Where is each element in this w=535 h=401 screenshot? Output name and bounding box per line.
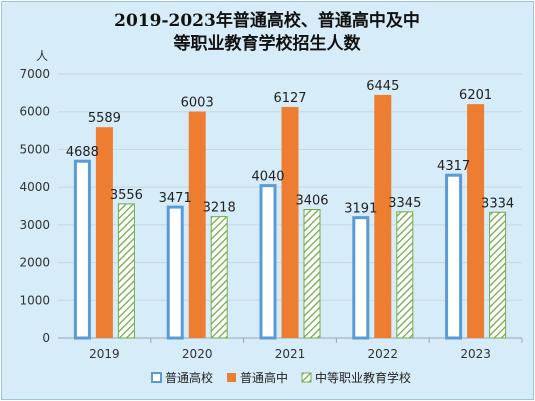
data-label: 3471 (159, 191, 192, 206)
data-label: 3218 (203, 201, 236, 216)
legend-label: 普通高中 (240, 370, 288, 385)
y-tick-label: 7000 (19, 67, 50, 81)
bar-普通高校-2020 (166, 205, 184, 340)
bar-普通高中-2023 (467, 104, 485, 338)
data-label: 3406 (295, 194, 328, 209)
bar-普通高校-2023 (445, 173, 463, 340)
bar-普通高校-2021 (259, 184, 277, 340)
bar-中等职业教育学校-2023 (489, 211, 507, 339)
data-label: 3334 (481, 196, 514, 211)
data-label: 4040 (251, 170, 284, 185)
x-tick-label: 2023 (460, 347, 491, 361)
data-label: 6201 (459, 88, 492, 103)
data-label: 4688 (66, 145, 99, 160)
bar-普通高校-2019 (73, 159, 91, 340)
y-tick-label: 4000 (19, 180, 50, 194)
x-tick-label: 2021 (275, 347, 306, 361)
bar-中等职业教育学校-2020 (210, 216, 228, 339)
bar-中等职业教育学校-2022 (396, 211, 414, 339)
y-tick-label: 0 (42, 331, 50, 345)
y-tick-label: 2000 (19, 256, 50, 270)
data-label: 3556 (110, 188, 143, 203)
y-tick-label: 6000 (19, 105, 50, 119)
chart-title-line1: 2019-2023年普通高校、普通高中及中 (114, 10, 420, 31)
y-tick-label: 1000 (19, 293, 50, 307)
legend-swatch (301, 372, 312, 383)
bar-中等职业教育学校-2019 (117, 203, 135, 339)
bar-普通高中-2021 (281, 106, 299, 339)
y-axis-label: 人 (36, 49, 48, 63)
data-label: 3191 (344, 202, 377, 217)
data-label: 6445 (366, 79, 399, 94)
y-tick-label: 5000 (19, 142, 50, 156)
y-tick-label: 3000 (19, 218, 50, 232)
bar-普通高中-2020 (188, 111, 206, 339)
legend-swatch (227, 373, 236, 382)
chart-title-line2: 等职业教育学校招生人数 (174, 33, 362, 54)
legend-swatch (151, 372, 162, 383)
data-label: 6127 (273, 91, 306, 106)
bar-中等职业教育学校-2021 (303, 209, 321, 339)
data-label: 6003 (181, 96, 214, 111)
x-tick-label: 2019 (89, 347, 120, 361)
data-label: 5589 (88, 111, 121, 126)
legend-label: 中等职业教育学校 (315, 370, 411, 385)
data-label: 3345 (388, 196, 421, 211)
bar-普通高中-2022 (374, 94, 392, 338)
legend-label: 普通高校 (165, 370, 213, 385)
bar-普通高校-2022 (352, 216, 370, 340)
data-label: 4317 (437, 159, 470, 174)
x-tick-label: 2022 (368, 347, 399, 361)
x-tick-label: 2020 (182, 347, 213, 361)
bar-普通高中-2019 (95, 127, 113, 338)
